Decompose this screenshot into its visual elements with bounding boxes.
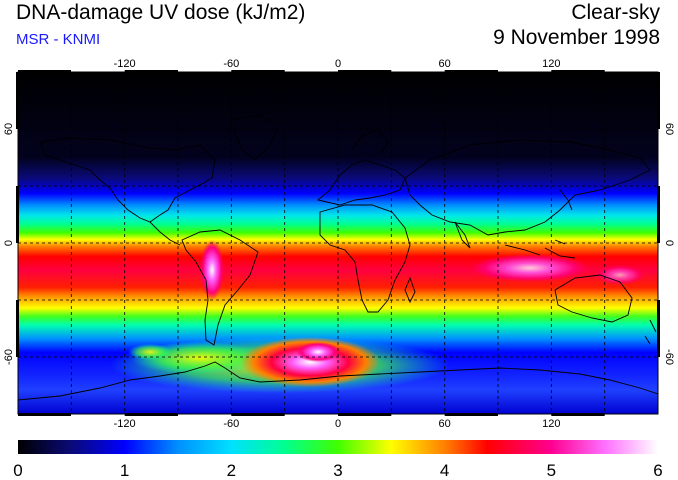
lat-tick-label: 60 bbox=[3, 123, 15, 135]
colorbar-tick-label: 0 bbox=[13, 461, 22, 480]
lat-labels-right: 60 0 -60 bbox=[663, 123, 675, 365]
lon-labels-bottom: -120 -60 0 60 120 bbox=[114, 418, 561, 430]
lon-tick-label: -120 bbox=[114, 58, 136, 70]
lon-tick-label: 0 bbox=[335, 58, 341, 70]
lat-tick-label: 60 bbox=[663, 123, 675, 135]
colorbar-tick-label: 4 bbox=[440, 461, 449, 480]
lon-tick-label: -60 bbox=[223, 58, 239, 70]
colorbar-labels: 0 1 2 3 4 5 6 bbox=[13, 461, 662, 480]
colorbar bbox=[18, 440, 658, 454]
lon-tick-label: 0 bbox=[335, 418, 341, 430]
source-label: MSR - KNMI bbox=[16, 31, 101, 48]
lon-tick-label: 120 bbox=[542, 418, 560, 430]
lon-tick-label: 120 bbox=[542, 58, 560, 70]
lon-tick-label: 60 bbox=[439, 418, 451, 430]
sky-condition-label: Clear-sky bbox=[571, 1, 660, 24]
graticule bbox=[18, 72, 658, 414]
date-label: 9 November 1998 bbox=[493, 26, 660, 49]
lon-labels-top: -120 -60 0 60 120 bbox=[114, 58, 561, 70]
lat-labels-left: 60 0 -60 bbox=[3, 123, 15, 365]
map-title: DNA-damage UV dose (kJ/m2) bbox=[16, 1, 306, 24]
frame-ticks bbox=[16, 70, 660, 416]
lon-tick-label: 60 bbox=[439, 58, 451, 70]
colorbar-tick-label: 5 bbox=[547, 461, 556, 480]
lat-tick-label: 0 bbox=[3, 240, 15, 246]
colorbar-tick-label: 2 bbox=[227, 461, 236, 480]
lat-tick-label: 0 bbox=[663, 240, 675, 246]
lon-tick-label: -120 bbox=[114, 418, 136, 430]
colorbar-tick-label: 1 bbox=[120, 461, 129, 480]
lon-tick-label: -60 bbox=[223, 418, 239, 430]
colorbar-tick-label: 6 bbox=[653, 461, 662, 480]
coastlines bbox=[18, 114, 658, 401]
lat-tick-label: -60 bbox=[3, 349, 15, 365]
lat-tick-label: -60 bbox=[663, 349, 675, 365]
colorbar-tick-label: 3 bbox=[333, 461, 342, 480]
